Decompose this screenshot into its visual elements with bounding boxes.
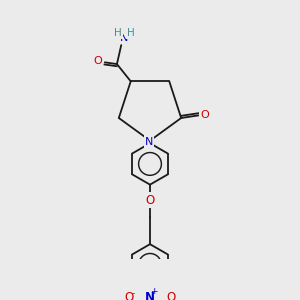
Text: N: N bbox=[120, 33, 128, 43]
Text: N: N bbox=[145, 136, 153, 146]
Text: O: O bbox=[94, 56, 102, 67]
Text: H: H bbox=[127, 28, 135, 38]
Text: -: - bbox=[132, 289, 135, 298]
Text: O: O bbox=[166, 291, 175, 300]
Text: H: H bbox=[114, 28, 122, 38]
Text: N: N bbox=[145, 291, 155, 300]
Text: +: + bbox=[151, 287, 158, 296]
Text: O: O bbox=[125, 291, 134, 300]
Text: O: O bbox=[200, 110, 209, 120]
Text: O: O bbox=[146, 194, 154, 207]
